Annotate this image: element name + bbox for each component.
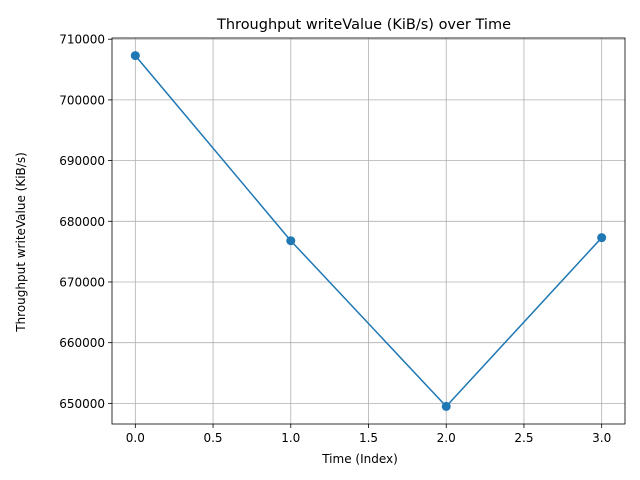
y-tick-label: 650000 xyxy=(59,397,105,411)
y-axis: 650000 660000 670000 680000 690000 700000 7100… xyxy=(59,33,112,411)
y-tick-label: 700000 xyxy=(59,93,105,107)
x-tick-label: 2.0 xyxy=(437,431,456,445)
y-tick-label: 680000 xyxy=(59,215,105,229)
data-point xyxy=(597,233,607,243)
x-tick-label: 1.0 xyxy=(281,431,300,445)
series-layer xyxy=(130,51,607,411)
y-tick-label: 660000 xyxy=(59,336,105,350)
series-line xyxy=(134,55,603,408)
grid xyxy=(112,38,625,424)
y-tick-label: 710000 xyxy=(59,33,105,47)
x-axis: 0.0 0.5 1.0 1.5 2.0 2.5 3.0 xyxy=(126,424,611,445)
x-tick-label: 3.0 xyxy=(592,431,611,445)
chart-title: Throughput writeValue (KiB/s) over Time xyxy=(216,17,511,33)
x-axis-label: Time (Index) xyxy=(321,452,398,466)
data-point xyxy=(441,401,451,411)
y-tick-label: 690000 xyxy=(59,154,105,168)
data-point xyxy=(130,51,140,61)
y-tick-label: 670000 xyxy=(59,275,105,289)
data-point xyxy=(286,236,296,246)
x-tick-label: 0.5 xyxy=(203,431,222,445)
y-axis-label: Throughput writeValue (KiB/s) xyxy=(14,152,28,333)
x-tick-label: 2.5 xyxy=(514,431,533,445)
x-tick-label: 0.0 xyxy=(126,431,145,445)
x-tick-label: 1.5 xyxy=(359,431,378,445)
